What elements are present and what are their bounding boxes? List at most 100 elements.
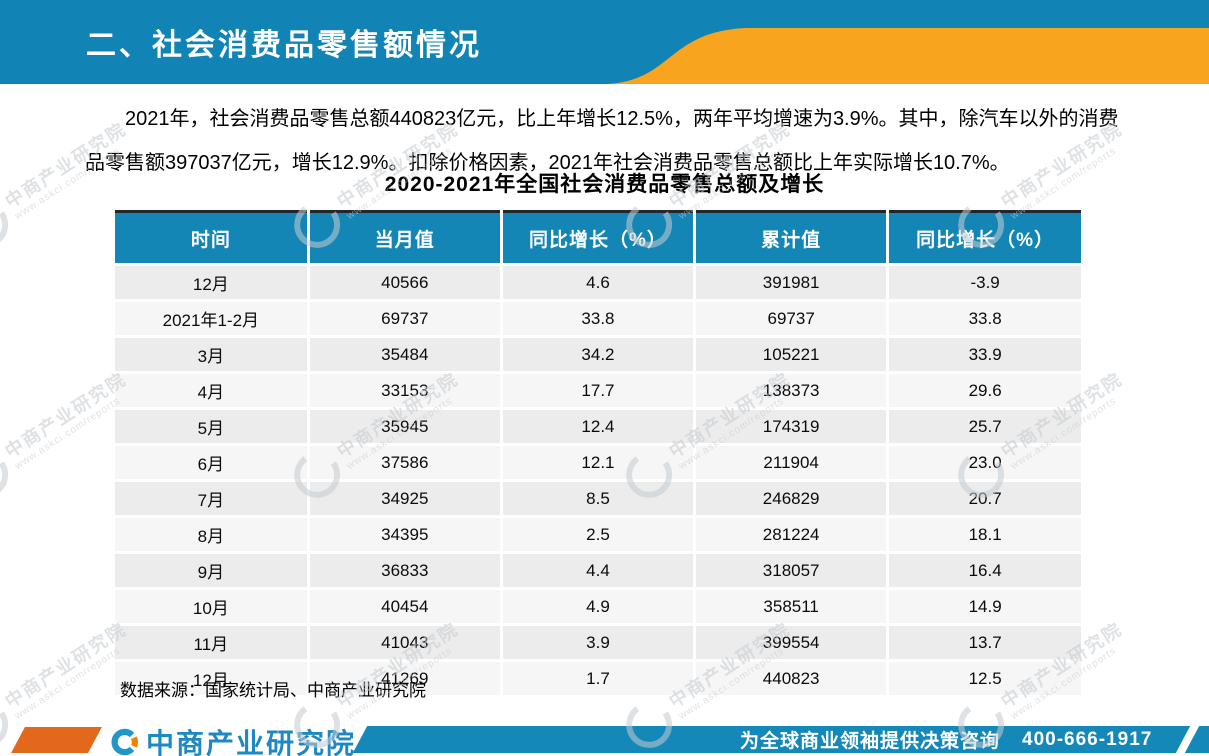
table-cell: 11月 bbox=[115, 623, 309, 661]
table-cell: 33.8 bbox=[886, 299, 1081, 337]
table-cell: 40454 bbox=[306, 587, 502, 625]
section-title: 二、社会消费品零售额情况 bbox=[86, 29, 482, 62]
table-cell: 211904 bbox=[693, 443, 888, 481]
table-cell: 4.9 bbox=[499, 587, 695, 625]
watermark-logo-icon bbox=[0, 448, 12, 502]
table-cell: 138373 bbox=[693, 371, 888, 409]
table-header: 时间 当月值 同比增长（%） 累计值 同比增长（%） bbox=[115, 211, 1081, 265]
footer-blue-bar: 为全球商业领袖提供决策咨询 400-666-1917 bbox=[352, 726, 1209, 753]
table-cell: -3.9 bbox=[886, 263, 1081, 301]
watermark-brand-text: 中商产业研究院 bbox=[1, 618, 130, 712]
table-cell: 12.5 bbox=[886, 659, 1081, 695]
table-cell: 20.7 bbox=[886, 479, 1081, 517]
table-row: 11月 41043 3.9 399554 13.7 bbox=[115, 623, 1081, 661]
table-row: 8月 34395 2.5 281224 18.1 bbox=[115, 515, 1081, 553]
table-cell: 14.9 bbox=[886, 587, 1081, 625]
table-cell: 3.9 bbox=[499, 623, 695, 661]
table-cell: 4月 bbox=[115, 371, 309, 409]
table-cell: 358511 bbox=[693, 587, 888, 625]
table-cell: 440823 bbox=[693, 659, 888, 695]
table-cell: 37586 bbox=[306, 443, 502, 481]
table-row: 7月 34925 8.5 246829 20.7 bbox=[115, 479, 1081, 517]
table-cell: 16.4 bbox=[886, 551, 1081, 589]
table-cell: 6月 bbox=[115, 443, 309, 481]
watermark-logo-icon bbox=[0, 198, 12, 252]
table-cell: 281224 bbox=[693, 515, 888, 553]
table-row: 2021年1-2月 69737 33.8 69737 33.8 bbox=[115, 299, 1081, 337]
watermark-brand-text: 中商产业研究院 bbox=[1, 368, 130, 462]
table-cell: 2.5 bbox=[499, 515, 695, 553]
table-cell: 35484 bbox=[306, 335, 502, 373]
table-cell: 34395 bbox=[306, 515, 502, 553]
footer-slogan: 为全球商业领袖提供决策咨询 bbox=[740, 731, 1001, 752]
table-row: 12月 40566 4.6 391981 -3.9 bbox=[115, 263, 1081, 301]
table-cell: 25.7 bbox=[886, 407, 1081, 445]
table-row: 3月 35484 34.2 105221 33.9 bbox=[115, 335, 1081, 373]
company-logo-icon bbox=[111, 728, 138, 756]
table-cell: 10月 bbox=[115, 587, 309, 625]
table-header-row: 时间 当月值 同比增长（%） 累计值 同比增长（%） bbox=[115, 211, 1081, 265]
table-cell: 34.2 bbox=[499, 335, 695, 373]
column-header-3: 累计值 bbox=[693, 211, 888, 265]
table-cell: 246829 bbox=[693, 479, 888, 517]
section-banner: 二、社会消费品零售额情况 bbox=[0, 0, 1209, 84]
table-cell: 4.4 bbox=[499, 551, 695, 589]
table-cell: 12.1 bbox=[499, 443, 695, 481]
table-cell: 5月 bbox=[115, 407, 309, 445]
table-cell: 1.7 bbox=[499, 659, 695, 695]
table-cell: 69737 bbox=[306, 299, 502, 337]
table-cell: 9月 bbox=[115, 551, 309, 589]
table-cell: 69737 bbox=[693, 299, 888, 337]
table-cell: 3月 bbox=[115, 335, 309, 373]
table-cell: 33.8 bbox=[499, 299, 695, 337]
table-cell: 13.7 bbox=[886, 623, 1081, 661]
table-cell: 105221 bbox=[693, 335, 888, 373]
table-row: 5月 35945 12.4 174319 25.7 bbox=[115, 407, 1081, 445]
table-cell: 36833 bbox=[306, 551, 502, 589]
table-cell: 33.9 bbox=[886, 335, 1081, 373]
column-header-4: 同比增长（%） bbox=[886, 211, 1081, 265]
footer-phone: 400-666-1917 bbox=[1022, 728, 1153, 750]
table-cell: 41043 bbox=[306, 623, 502, 661]
retail-data-table: 时间 当月值 同比增长（%） 累计值 同比增长（%） 12月 40566 4.6 391981… bbox=[115, 210, 1081, 695]
banner-swoosh-graphic bbox=[0, 0, 1209, 84]
table-cell: 2021年1-2月 bbox=[115, 299, 309, 337]
company-logo-text: 中商产业研究院 bbox=[146, 728, 357, 756]
table-cell: 34925 bbox=[306, 479, 502, 517]
table-row: 10月 40454 4.9 358511 14.9 bbox=[115, 587, 1081, 625]
table-cell: 174319 bbox=[693, 407, 888, 445]
table-row: 12月 41269 1.7 440823 12.5 bbox=[115, 659, 1081, 695]
table-title: 2020-2021年全国社会消费品零售总额及增长 bbox=[384, 173, 825, 196]
table-cell: 4.6 bbox=[499, 263, 695, 301]
table-cell: 12月 bbox=[115, 659, 309, 695]
table-cell: 29.6 bbox=[886, 371, 1081, 409]
table-cell: 40566 bbox=[306, 263, 502, 301]
table-cell: 8.5 bbox=[499, 479, 695, 517]
footer-orange-bar bbox=[11, 727, 102, 753]
intro-paragraph: 2021年，社会消费品零售总额440823亿元，比上年增长12.5%，两年平均增… bbox=[85, 108, 1119, 174]
table-row: 4月 33153 17.7 138373 29.6 bbox=[115, 371, 1081, 409]
data-source: 数据来源：国家统计局、中商产业研究院 bbox=[120, 681, 426, 700]
column-header-1: 当月值 bbox=[306, 211, 502, 265]
table-cell: 399554 bbox=[693, 623, 888, 661]
table-cell: 23.0 bbox=[886, 443, 1081, 481]
company-logo: 中商产业研究院 bbox=[111, 722, 356, 756]
table-row: 6月 37586 12.1 211904 23.0 bbox=[115, 443, 1081, 481]
table-body: 12月 40566 4.6 391981 -3.9 2021年1-2月 69737 33.8 6… bbox=[115, 263, 1081, 695]
table-cell: 391981 bbox=[693, 263, 888, 301]
table-cell: 18.1 bbox=[886, 515, 1081, 553]
table-cell: 41269 bbox=[306, 659, 502, 695]
column-header-2: 同比增长（%） bbox=[499, 211, 695, 265]
table-row: 9月 36833 4.4 318057 16.4 bbox=[115, 551, 1081, 589]
column-header-0: 时间 bbox=[115, 211, 309, 265]
table-cell: 318057 bbox=[693, 551, 888, 589]
page-footer: 中商产业研究院 为全球商业领袖提供决策咨询 400-666-1917 bbox=[0, 714, 1209, 756]
table-cell: 17.7 bbox=[499, 371, 695, 409]
table-cell: 8月 bbox=[115, 515, 309, 553]
table-cell: 33153 bbox=[306, 371, 502, 409]
table-cell: 12.4 bbox=[499, 407, 695, 445]
table-cell: 7月 bbox=[115, 479, 309, 517]
table-cell: 35945 bbox=[306, 407, 502, 445]
table-cell: 12月 bbox=[115, 263, 309, 301]
